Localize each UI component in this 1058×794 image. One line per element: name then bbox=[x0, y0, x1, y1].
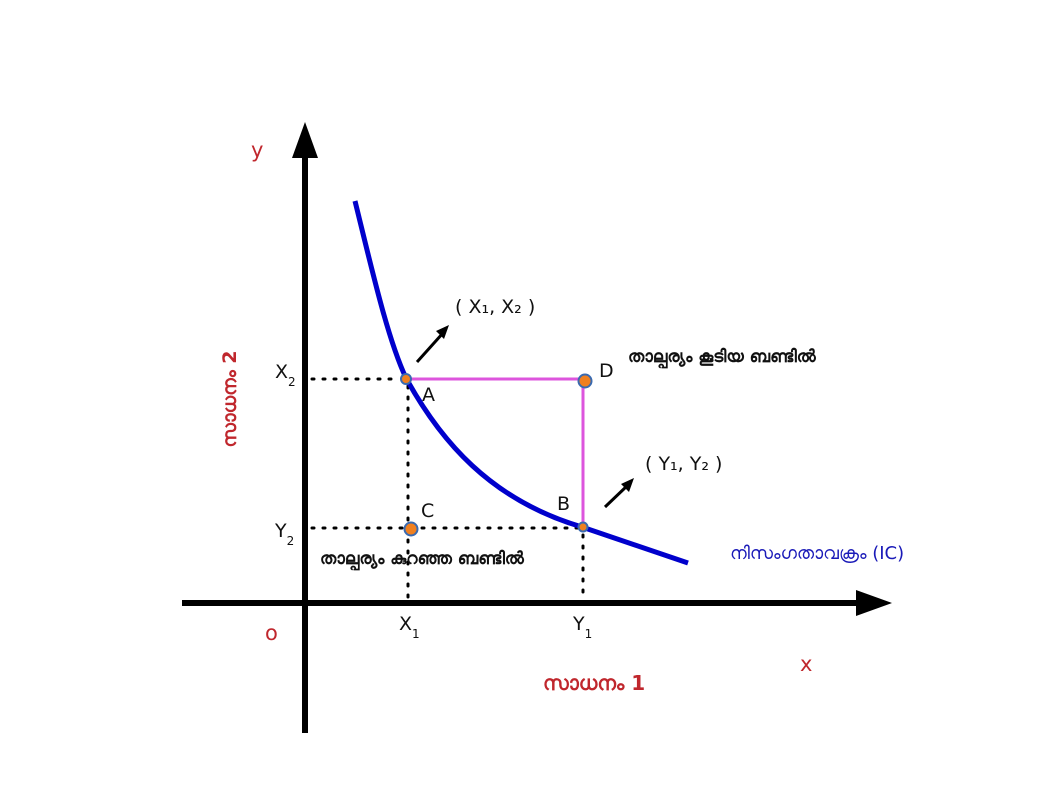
coordinate-label-a: ( X₁, X₂ ) bbox=[455, 296, 535, 318]
arrow-from-a bbox=[415, 331, 445, 364]
point-a-label: A bbox=[422, 384, 435, 406]
point-a-marker bbox=[400, 373, 412, 385]
indifference-curve-label: നിസംഗതാവക്രം (IC) bbox=[730, 543, 904, 564]
higher-preference-bundle-label: താല്പര്യം കൂടിയ ബണ്ടിൽ bbox=[628, 347, 817, 370]
point-d-marker bbox=[577, 373, 593, 389]
arrow-from-b bbox=[603, 483, 630, 509]
y-axis-arrowhead bbox=[292, 122, 318, 158]
coordinate-label-b: ( Y₁, Y₂ ) bbox=[645, 453, 722, 475]
point-c-marker bbox=[403, 521, 419, 537]
point-c-label: C bbox=[421, 500, 434, 522]
arrow-from-a-head bbox=[436, 325, 449, 339]
point-b-label: B bbox=[557, 493, 570, 515]
origin-label: o bbox=[265, 621, 278, 645]
y-axis-letter: y bbox=[251, 138, 263, 162]
lower-preference-bundle-label: താല്പര്യം കുറഞ്ഞ ബണ്ടിൽ bbox=[320, 549, 525, 572]
y-axis-title: സാധനം 2 bbox=[219, 350, 241, 447]
x-axis-arrowhead bbox=[856, 590, 892, 616]
tick-y2: Y2 bbox=[274, 520, 294, 548]
tick-x1: X1 bbox=[399, 613, 420, 641]
arrow-from-b-head bbox=[621, 478, 634, 492]
x-axis-letter: x bbox=[800, 652, 812, 676]
tick-x2: X2 bbox=[275, 361, 296, 389]
point-d-label: D bbox=[599, 360, 614, 382]
point-b-marker bbox=[577, 521, 589, 533]
x-axis-title: സാധനം 1 bbox=[543, 671, 645, 695]
tick-y1: Y1 bbox=[572, 613, 592, 641]
